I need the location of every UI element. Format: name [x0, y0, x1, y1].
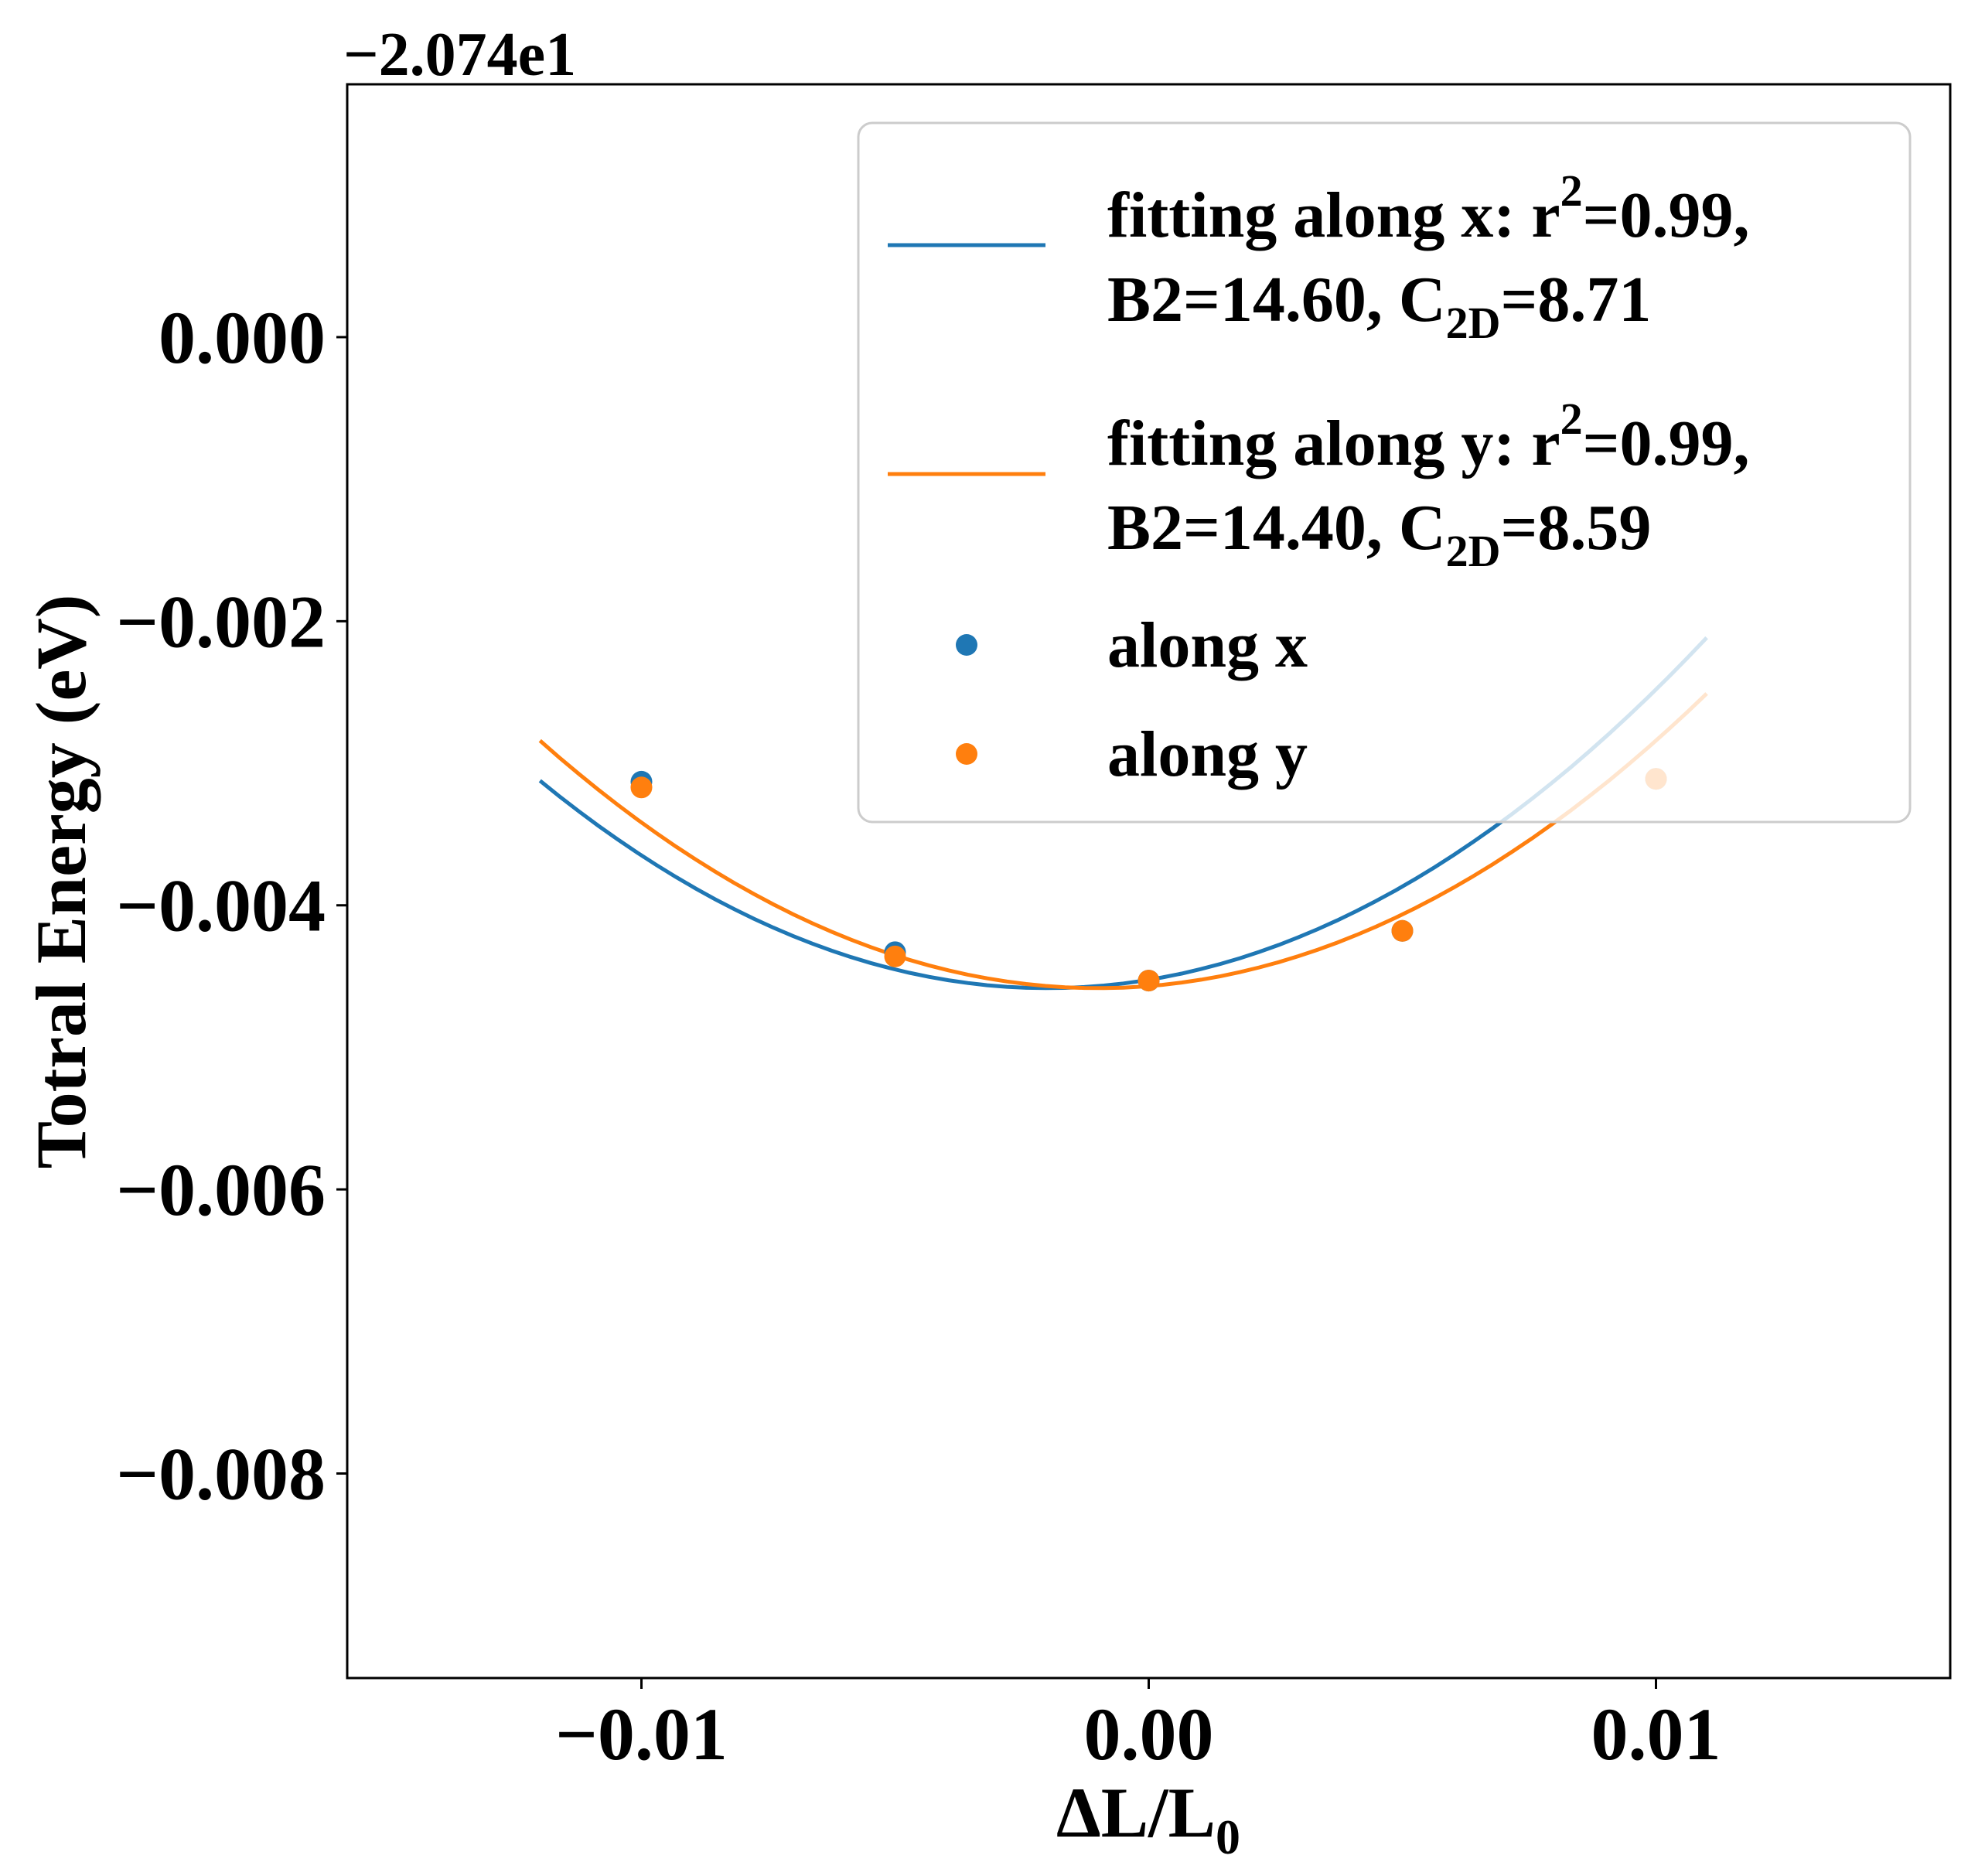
x-axis-ticks: −0.01 0.00 0.01: [555, 1678, 1721, 1775]
point-along-y: [630, 776, 653, 799]
y-tick-label: −0.004: [116, 865, 326, 947]
y-axis-ticks: 0.000 −0.002 −0.004 −0.006 −0.008: [116, 296, 347, 1515]
x-axis-label-main: ΔL/L: [1056, 1773, 1216, 1852]
legend-marker-along-x: [956, 634, 977, 656]
point-along-y: [1137, 970, 1160, 992]
y-axis-label: Totral Energy (eV): [22, 595, 101, 1169]
data-points: [630, 768, 1667, 992]
legend-marker-along-y: [956, 743, 977, 765]
legend-label-fit-y-line2: B2=14.40, C2D=8.59: [1107, 492, 1651, 576]
legend-label-along-x: along x: [1107, 609, 1308, 681]
y-tick-label: −0.008: [116, 1432, 326, 1515]
legend-label-fit-y-line1: fitting along y: r2=0.99,: [1107, 394, 1750, 479]
x-tick-label: −0.01: [555, 1693, 728, 1775]
legend-label-along-y: along y: [1107, 718, 1308, 790]
legend-label-fit-x-line2: B2=14.60, C2D=8.71: [1107, 264, 1651, 348]
legend-label-fit-x-line1: fitting along x: r2=0.99,: [1107, 165, 1750, 251]
x-tick-label: 0.01: [1591, 1693, 1721, 1775]
y-offset-label: −2.074e1: [343, 21, 576, 89]
x-tick-label: 0.00: [1084, 1693, 1214, 1775]
point-along-y: [884, 945, 906, 967]
fit-line-y: [538, 692, 1708, 991]
legend-box: [857, 121, 1912, 824]
point-along-y: [1391, 919, 1414, 942]
y-tick-label: −0.002: [116, 580, 326, 663]
legend: fitting along x: r2=0.99, B2=14.60, C2D=…: [857, 121, 1912, 824]
y-tick-label: 0.000: [159, 296, 326, 379]
y-tick-label: −0.006: [116, 1148, 326, 1231]
x-axis-label: ΔL/L0: [1056, 1773, 1240, 1864]
x-axis-label-subscript: 0: [1216, 1809, 1240, 1864]
